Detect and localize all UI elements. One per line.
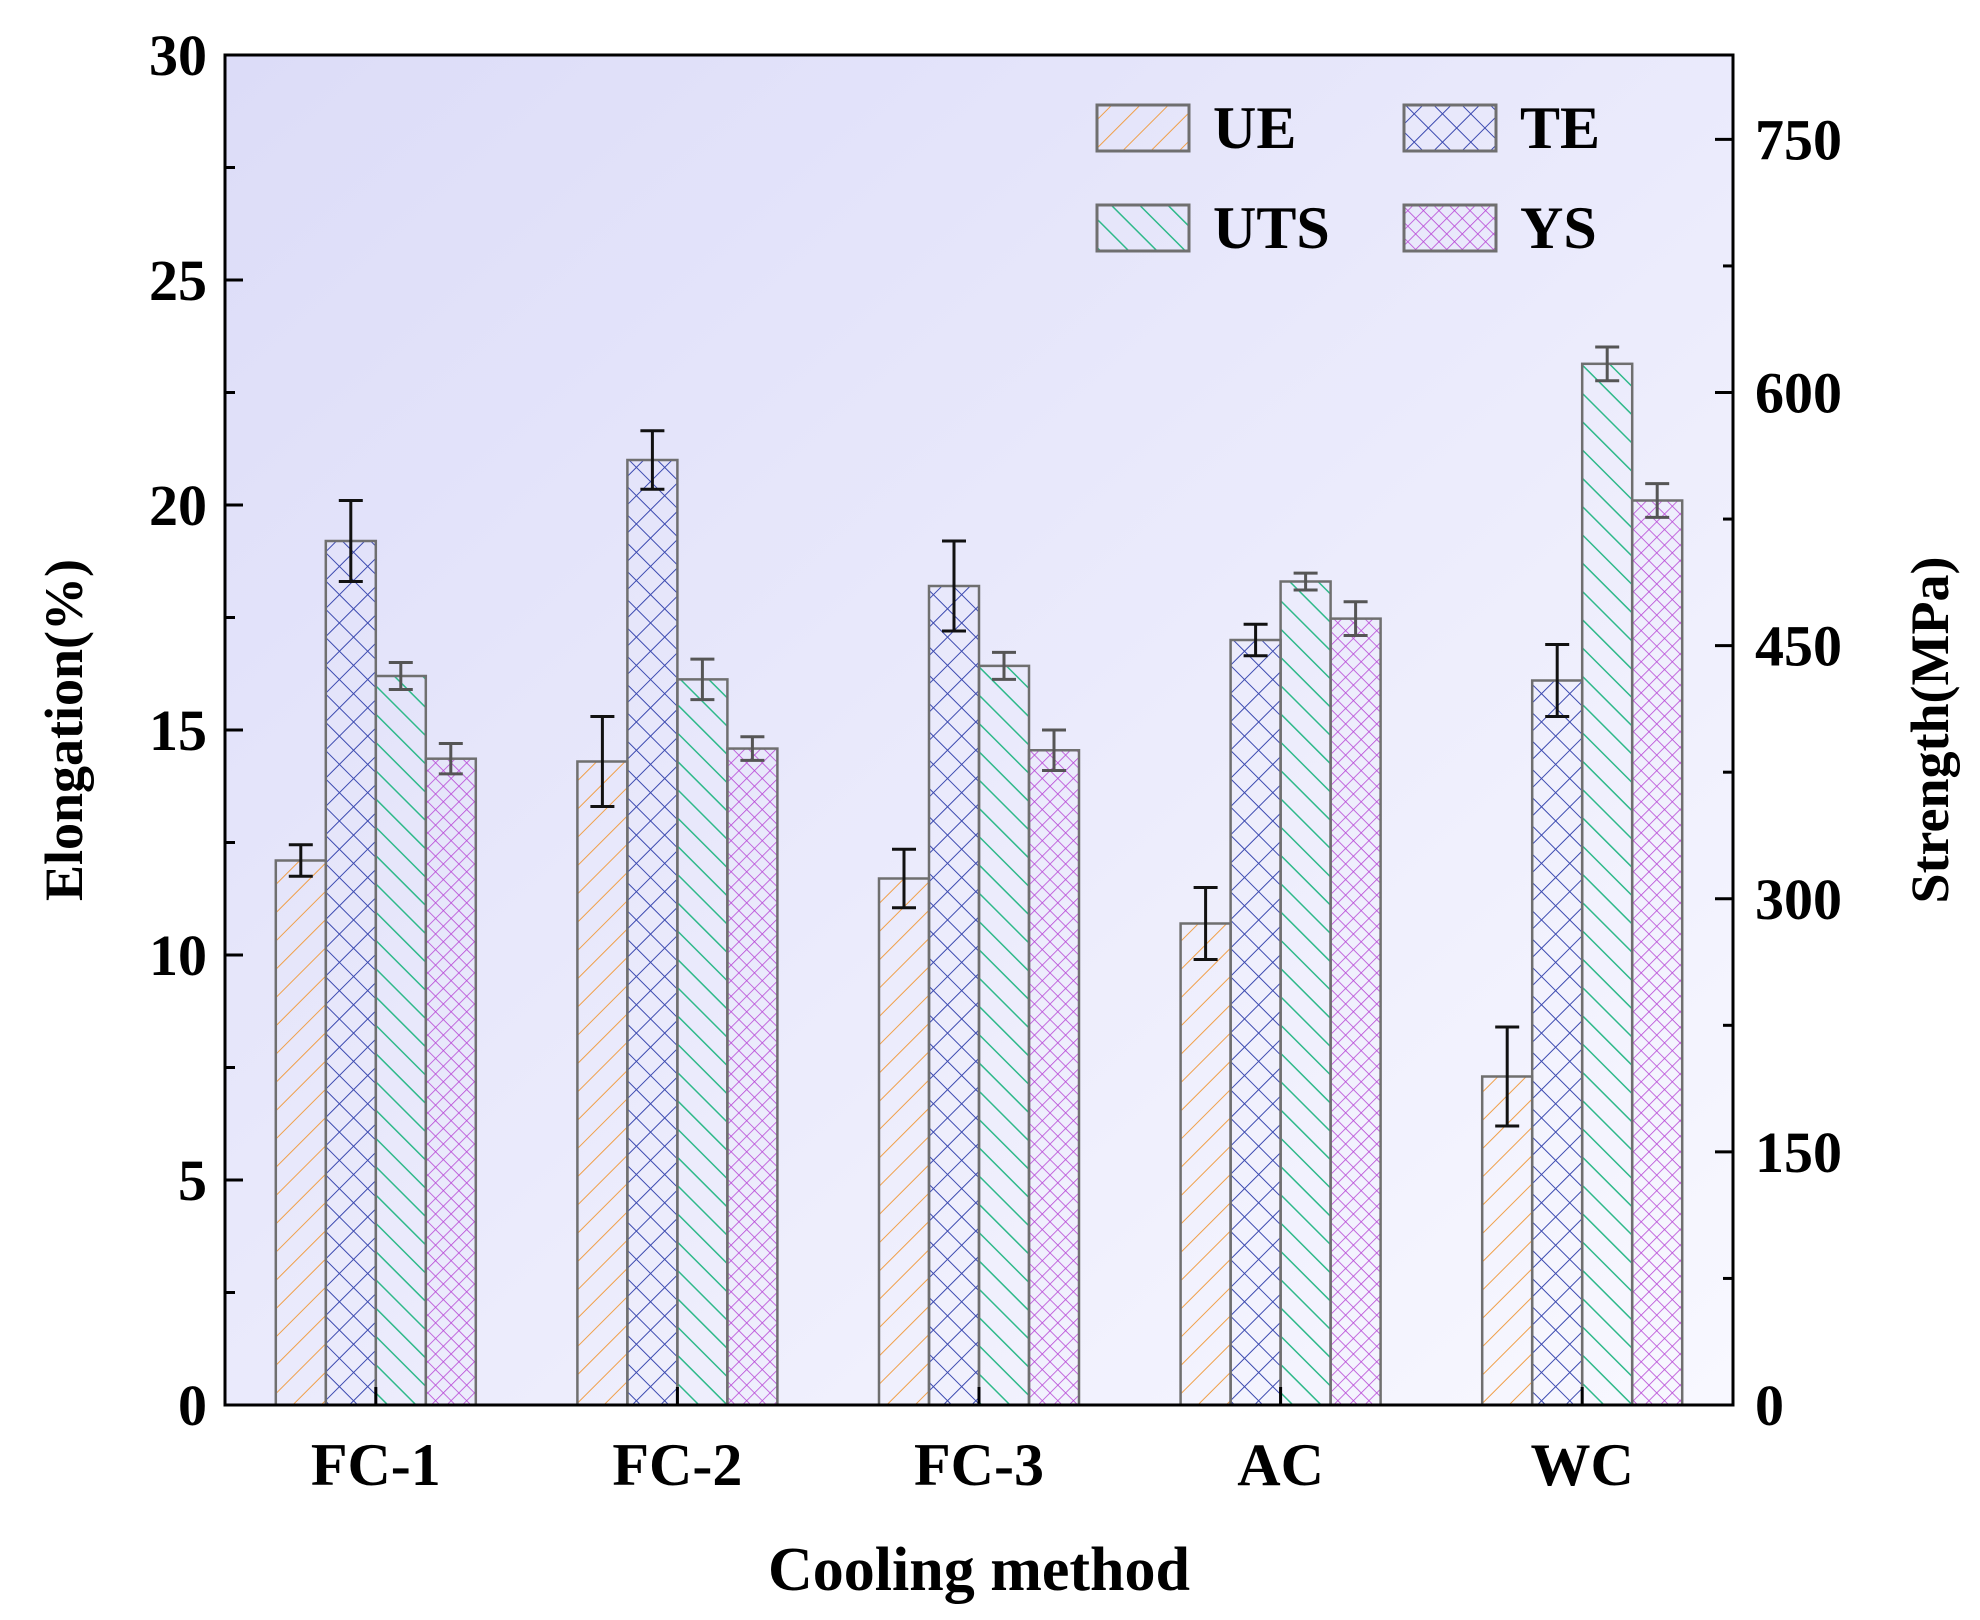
bar-ys-fc-3 bbox=[1027, 749, 1081, 1407]
legend-item-ys: YS bbox=[1402, 195, 1597, 261]
error-bar-ys-fc-3 bbox=[1042, 728, 1066, 772]
legend-swatch-te bbox=[1402, 103, 1498, 153]
error-bar-ys-fc-1 bbox=[438, 742, 463, 776]
legend-swatch-ue bbox=[1095, 103, 1191, 153]
error-bar-ue-fc-3 bbox=[892, 847, 916, 910]
error-bar-te-fc-2 bbox=[640, 429, 665, 491]
bar-ue-fc-3 bbox=[877, 877, 931, 1407]
bar-te-ac bbox=[1229, 638, 1282, 1407]
bars-layer bbox=[274, 362, 1684, 1407]
error-bar-te-fc-3 bbox=[942, 539, 966, 633]
y-left-tick-label: 30 bbox=[149, 23, 207, 88]
error-bar-ys-ac bbox=[1343, 600, 1368, 637]
error-bar-uts-wc bbox=[1595, 345, 1620, 383]
bar-ys-fc-2 bbox=[726, 747, 779, 1407]
legend-item-ue: UE bbox=[1095, 95, 1296, 161]
legend-label-ue: UE bbox=[1213, 95, 1296, 161]
legend-label-ys: YS bbox=[1520, 195, 1597, 261]
bar-uts-fc-2 bbox=[676, 678, 729, 1407]
legend-swatch-ys bbox=[1402, 203, 1498, 253]
bar-uts-fc-3 bbox=[977, 664, 1031, 1407]
y-left-tick-label: 25 bbox=[149, 248, 207, 313]
error-bar-te-ac bbox=[1243, 622, 1268, 658]
error-bar-uts-ac bbox=[1293, 571, 1318, 592]
bar-ue-ac bbox=[1179, 922, 1232, 1407]
error-bar-te-fc-1 bbox=[338, 499, 363, 583]
error-bar-ys-fc-2 bbox=[740, 735, 765, 762]
bar-ys-ac bbox=[1329, 617, 1382, 1407]
bar-te-fc-3 bbox=[927, 584, 981, 1407]
y-left-tick-label: 10 bbox=[149, 923, 207, 988]
y-left-tick-label: 20 bbox=[149, 473, 207, 538]
legend: UE TE UTS YS bbox=[1095, 95, 1600, 261]
x-axis-label: Cooling method bbox=[768, 1536, 1190, 1604]
y-right-tick-label: 300 bbox=[1755, 867, 1842, 932]
y-right-tick-label: 0 bbox=[1755, 1373, 1784, 1438]
x-tick-label: AC bbox=[1237, 1432, 1324, 1498]
y-left-tick-label: 5 bbox=[178, 1148, 207, 1213]
legend-label-uts: UTS bbox=[1213, 195, 1330, 261]
x-tick-label: WC bbox=[1531, 1432, 1634, 1498]
error-bar-uts-fc-3 bbox=[992, 650, 1016, 681]
y-right-tick-label: 600 bbox=[1755, 361, 1842, 426]
error-bar-ue-fc-2 bbox=[590, 715, 615, 808]
error-bar-ue-wc bbox=[1495, 1025, 1520, 1128]
error-bars-layer bbox=[288, 345, 1670, 1128]
legend-label-te: TE bbox=[1520, 95, 1600, 161]
y-right-tick-label: 450 bbox=[1755, 614, 1842, 679]
y-left-tick-label: 15 bbox=[149, 698, 207, 763]
bar-uts-wc bbox=[1580, 362, 1634, 1407]
y-axis-left-label: Elongation(%) bbox=[34, 559, 94, 901]
error-bar-ue-fc-1 bbox=[288, 843, 313, 878]
x-tick-label: FC-3 bbox=[914, 1432, 1044, 1498]
y-right-tick-label: 150 bbox=[1755, 1120, 1842, 1185]
y-axis-right-label: Strength(MPa) bbox=[1900, 557, 1960, 904]
error-bar-ue-ac bbox=[1193, 886, 1218, 961]
bar-te-fc-2 bbox=[626, 458, 679, 1407]
bar-ys-fc-1 bbox=[424, 757, 478, 1407]
bar-uts-ac bbox=[1279, 580, 1332, 1407]
x-tick-label: FC-1 bbox=[311, 1432, 441, 1498]
legend-item-uts: UTS bbox=[1095, 195, 1330, 261]
error-bar-uts-fc-1 bbox=[388, 661, 413, 691]
bar-ue-fc-1 bbox=[274, 859, 328, 1407]
legend-item-te: TE bbox=[1402, 95, 1600, 161]
bar-ue-fc-2 bbox=[576, 760, 629, 1407]
y-left-tick-label: 0 bbox=[178, 1373, 207, 1438]
error-bar-te-wc bbox=[1545, 643, 1570, 718]
y-right-tick-label: 750 bbox=[1755, 107, 1842, 172]
error-bar-ys-wc bbox=[1645, 482, 1670, 519]
plot-frame bbox=[223, 53, 1735, 1407]
bar-te-fc-1 bbox=[324, 539, 378, 1407]
error-bar-uts-fc-2 bbox=[690, 657, 715, 702]
bar-ys-wc bbox=[1630, 499, 1684, 1407]
bar-uts-fc-1 bbox=[374, 674, 428, 1407]
x-tick-label: FC-2 bbox=[612, 1432, 742, 1498]
bar-te-wc bbox=[1530, 679, 1584, 1407]
legend-swatch-uts bbox=[1095, 203, 1191, 253]
